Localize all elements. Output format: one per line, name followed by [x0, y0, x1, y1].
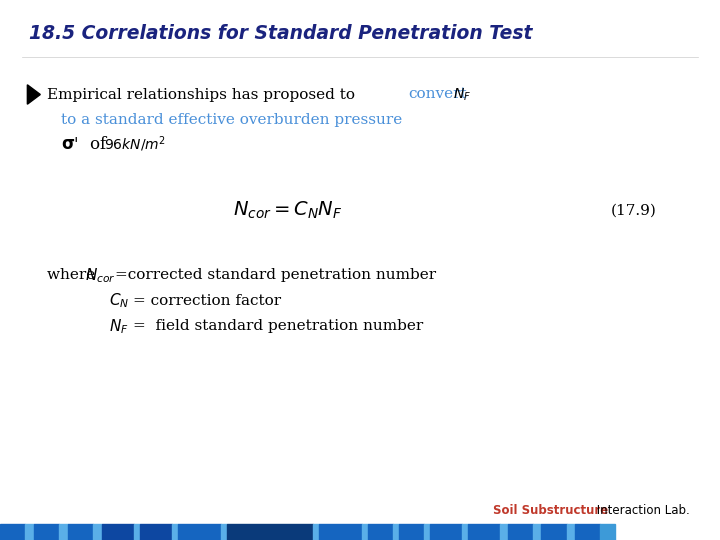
Bar	[567, 524, 575, 540]
Bar	[0, 524, 25, 540]
Bar	[393, 524, 399, 540]
Bar	[600, 524, 615, 540]
Bar	[319, 524, 362, 540]
Bar	[508, 524, 533, 540]
Bar	[500, 524, 508, 540]
Bar	[533, 524, 541, 540]
Bar	[59, 524, 68, 540]
Text: =corrected standard penetration number: =corrected standard penetration number	[115, 268, 436, 282]
Text: to a standard effective overburden pressure: to a standard effective overburden press…	[61, 113, 402, 127]
Text: $\mathbf{\sigma}$'  of: $\mathbf{\sigma}$' of	[61, 136, 109, 153]
Bar	[575, 524, 600, 540]
Text: (17.9): (17.9)	[611, 204, 657, 218]
Text: =  field standard penetration number: = field standard penetration number	[133, 319, 423, 333]
Bar	[468, 524, 500, 540]
Bar	[140, 524, 172, 540]
Text: 18.5 Correlations for Standard Penetration Test: 18.5 Correlations for Standard Penetrati…	[29, 24, 532, 43]
Text: $N_F$: $N_F$	[109, 317, 129, 335]
Text: $N_{cor}$: $N_{cor}$	[85, 266, 116, 285]
Text: $N_{cor} = C_N N_F$: $N_{cor} = C_N N_F$	[233, 200, 343, 221]
Text: convert: convert	[408, 87, 467, 102]
Polygon shape	[27, 85, 40, 104]
Text: Soil Substructure: Soil Substructure	[493, 504, 608, 517]
Bar	[430, 524, 462, 540]
Bar	[93, 524, 102, 540]
Bar	[34, 524, 59, 540]
Bar	[368, 524, 393, 540]
Text: = correction factor: = correction factor	[133, 294, 282, 308]
Bar	[25, 524, 34, 540]
Text: Interaction Lab.: Interaction Lab.	[593, 504, 689, 517]
Text: $C_N$: $C_N$	[109, 292, 130, 310]
Text: where: where	[47, 268, 105, 282]
Text: $96kN/m^2$: $96kN/m^2$	[104, 134, 166, 154]
Bar	[424, 524, 430, 540]
Bar	[134, 524, 140, 540]
Bar	[102, 524, 134, 540]
Bar	[68, 524, 93, 540]
Bar	[313, 524, 319, 540]
Bar	[399, 524, 424, 540]
Bar	[541, 524, 567, 540]
Text: $N_F$: $N_F$	[453, 86, 471, 103]
Bar	[362, 524, 368, 540]
Text: Empirical relationships has proposed to: Empirical relationships has proposed to	[47, 87, 360, 102]
Bar	[227, 524, 313, 540]
Bar	[462, 524, 468, 540]
Bar	[172, 524, 178, 540]
Bar	[178, 524, 221, 540]
Bar	[221, 524, 227, 540]
